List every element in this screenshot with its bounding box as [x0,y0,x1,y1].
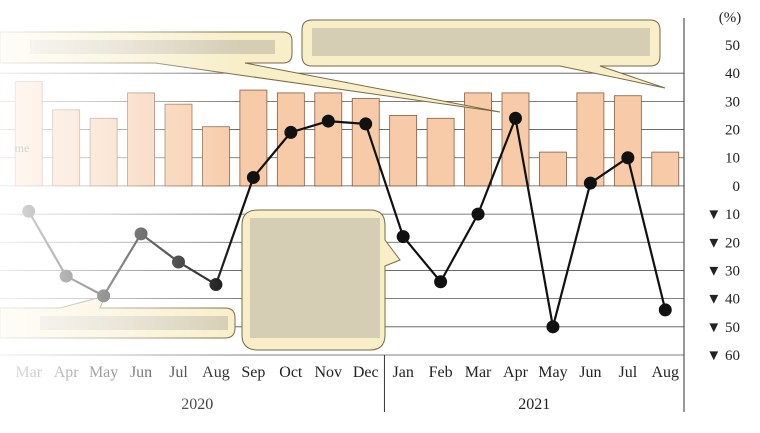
x-tick-label: Aug [651,364,679,381]
line-point [509,111,522,125]
year-label: 2021 [518,396,550,413]
y-tick-label: ▼ 20 [706,235,740,251]
x-tick-label: Jul [169,364,188,381]
bar [389,115,418,187]
x-tick-label: Sep [241,364,265,381]
line-point [583,176,597,190]
bar [164,103,193,187]
bar [127,92,155,187]
x-tick-label: Apr [503,364,529,381]
line-point [621,151,635,165]
x-tick-label: Mar [15,364,42,381]
callout-top-right-redacted [312,28,650,56]
line-point [396,230,410,244]
x-tick-label: Jun [130,364,152,381]
y-tick-label: 40 [725,66,740,82]
line-point [22,204,36,218]
y-tick-label: 50 [725,38,740,54]
callout-center-redacted [250,218,380,338]
partial-series-label: me [15,141,30,155]
x-tick-label: Jan [393,364,414,381]
x-tick-label: May [538,364,567,381]
x-tick-label: May [89,364,118,381]
bar [14,81,43,187]
x-tick-label: Aug [202,364,230,381]
y-tick-label: ▼ 40 [706,292,740,308]
line-point [134,227,148,241]
bar [539,151,567,187]
line-point [546,320,560,334]
y-tick-label: ▼ 10 [706,207,740,223]
line-point [658,303,672,317]
bar [651,151,680,187]
line-point [246,170,260,184]
y-tick-label: ▼ 30 [706,263,740,279]
bar [89,117,118,187]
bar [576,92,605,187]
bar [52,109,81,187]
bar [239,89,268,187]
callout-top-left-redacted [30,40,275,54]
line-point [284,125,298,139]
callout-bottom-left-redacted [40,316,228,330]
x-tick-label: Dec [353,364,379,381]
y-axis-unit: (%) [719,10,742,26]
year-label: 2020 [181,396,213,413]
bar [314,92,343,187]
y-tick-label: 30 [725,94,740,110]
x-tick-label: Jul [618,364,637,381]
y-tick-label: 10 [725,151,740,167]
bar [426,117,455,187]
bar [276,92,305,187]
line-point [209,278,223,292]
line-point [359,117,373,131]
line-point [172,255,185,269]
y-tick-label: ▼ 60 [706,348,740,364]
x-tick-label: Apr [54,364,80,381]
bar [351,98,380,187]
x-tick-label: Nov [314,364,342,381]
bar-series [14,81,680,187]
x-tick-label: Jun [579,364,601,381]
y-tick-label: 0 [733,179,741,195]
line-point [434,275,448,289]
line-point [321,114,335,128]
line-point [97,289,111,303]
bar [202,126,230,187]
x-tick-label: Feb [429,364,453,381]
y-tick-label: 20 [725,123,740,139]
x-tick-label: Oct [279,364,303,381]
line-point [59,269,73,283]
y-tick-label: ▼ 50 [706,320,740,336]
bar [613,95,642,187]
line-point [471,207,485,221]
x-tick-label: Mar [465,364,492,381]
